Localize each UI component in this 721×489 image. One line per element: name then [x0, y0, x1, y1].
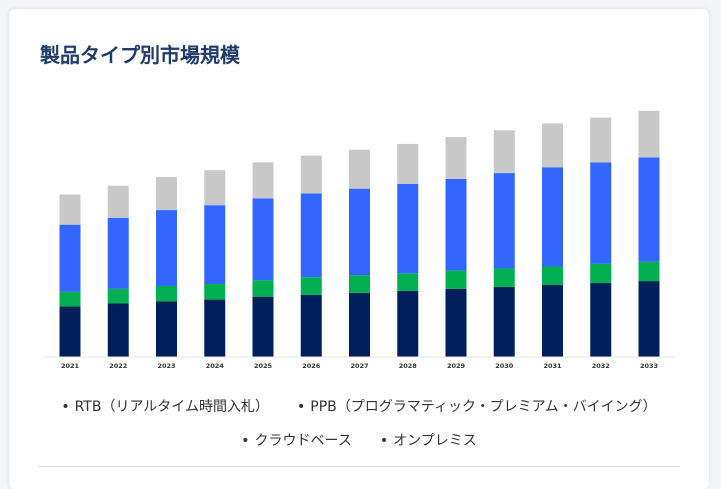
- bar-segment-cloud-2026: [300, 193, 322, 278]
- bar-segment-rtb-2033: [638, 281, 660, 357]
- legend-bullet: •: [61, 399, 70, 415]
- legend-label-cloud: クラウドベース: [254, 433, 352, 449]
- bar-segment-ppb-2024: [204, 284, 226, 300]
- bar-segment-ppb-2021: [59, 291, 81, 307]
- bar-segment-onpremise-2027: [349, 149, 370, 189]
- chart-legend: • RTB（リアルタイム時間入札） • PPB（プログラマティック・プレミアム・バイ…: [9, 389, 709, 457]
- legend-item-rtb: • RTB（リアルタイム時間入札）: [61, 396, 269, 416]
- bar-segment-ppb-2023: [156, 285, 177, 302]
- chart-title: 製品タイプ別市場規模: [40, 43, 240, 67]
- bar-segment-rtb-2022: [107, 303, 129, 357]
- legend-bullet: •: [241, 433, 250, 449]
- bar-segment-onpremise-2026: [300, 155, 322, 194]
- bar-segment-ppb-2026: [300, 277, 322, 295]
- bar-segment-onpremise-2028: [397, 143, 419, 184]
- bar-segment-rtb-2029: [445, 288, 467, 357]
- x-tick-label-2022: 2022: [109, 362, 127, 370]
- bar-segment-cloud-2021: [59, 224, 81, 292]
- x-tick-label-2026: 2026: [302, 362, 321, 370]
- divider: [38, 466, 680, 467]
- x-tick-label-2030: 2030: [495, 362, 514, 370]
- bar-segment-ppb-2031: [542, 266, 563, 285]
- bar-segment-rtb-2021: [59, 306, 81, 357]
- bar-segment-onpremise-2031: [542, 123, 563, 168]
- bar-segment-cloud-2030: [493, 173, 515, 269]
- legend-row-2: • クラウドベース • オンプレミス: [9, 423, 709, 457]
- bar-segment-cloud-2022: [107, 217, 129, 289]
- bar-segment-rtb-2025: [252, 296, 274, 357]
- bar-segment-cloud-2028: [397, 183, 419, 274]
- bar-segment-onpremise-2032: [590, 117, 612, 163]
- bar-segment-ppb-2033: [638, 261, 660, 282]
- bar-segment-ppb-2022: [107, 288, 129, 304]
- bar-segment-onpremise-2025: [252, 162, 274, 199]
- x-tick-label-2021: 2021: [61, 362, 80, 370]
- bar-segment-cloud-2031: [542, 167, 563, 267]
- bar-segment-onpremise-2030: [493, 130, 515, 174]
- bar-segment-rtb-2030: [493, 286, 515, 357]
- bar-segment-rtb-2024: [204, 299, 226, 357]
- bar-segment-cloud-2025: [252, 198, 274, 281]
- x-tick-label-2031: 2031: [543, 362, 562, 370]
- legend-item-cloud: • クラウドベース: [241, 430, 352, 450]
- bar-segment-cloud-2027: [349, 188, 370, 276]
- x-tick-label-2028: 2028: [399, 362, 418, 370]
- stacked-bar-chart: 2021 2022 2023 2024 2025 2026 2027 2028 2029 2030…: [43, 110, 675, 370]
- bar-segment-rtb-2023: [156, 301, 177, 357]
- bar-segment-onpremise-2029: [445, 137, 467, 179]
- bar-segment-onpremise-2023: [156, 176, 177, 211]
- bar-segment-rtb-2031: [542, 284, 563, 357]
- legend-bullet: •: [379, 433, 389, 449]
- bar-segment-rtb-2026: [300, 294, 322, 357]
- bar-segment-ppb-2028: [397, 273, 419, 291]
- bar-segment-ppb-2025: [252, 280, 274, 297]
- legend-label-onpremise: オンプレミス: [393, 433, 477, 449]
- x-tick-label-2024: 2024: [206, 362, 225, 370]
- bar-segment-rtb-2028: [397, 290, 419, 357]
- bar-segment-cloud-2033: [638, 157, 660, 262]
- bar-segment-cloud-2023: [156, 210, 177, 286]
- bar-segment-ppb-2030: [493, 268, 515, 287]
- bar-segment-rtb-2027: [349, 292, 370, 357]
- bar-segment-onpremise-2021: [59, 194, 81, 225]
- bar-segment-ppb-2032: [590, 263, 612, 284]
- x-tick-label-2025: 2025: [254, 362, 273, 370]
- legend-row-1: • RTB（リアルタイム時間入札） • PPB（プログラマティック・プレミアム・バイ…: [9, 389, 709, 423]
- bar-segment-cloud-2029: [445, 178, 467, 271]
- bar-segment-onpremise-2024: [204, 170, 226, 206]
- x-tick-label-2029: 2029: [447, 362, 466, 370]
- bar-segment-ppb-2029: [445, 270, 467, 289]
- x-tick-label-2027: 2027: [350, 362, 368, 370]
- bar-segment-cloud-2024: [204, 205, 226, 285]
- x-tick-label-2032: 2032: [592, 362, 610, 370]
- bar-segment-ppb-2027: [349, 275, 370, 293]
- chart-card: 製品タイプ別市場規模 2021 2022 2023 2024 2025 2026 2027 2…: [9, 9, 709, 489]
- bar-segment-rtb-2032: [590, 283, 612, 357]
- legend-label-ppb: PPB（プログラマティック・プレミアム・バイイング）: [310, 399, 657, 415]
- legend-item-ppb: • PPB（プログラマティック・プレミアム・バイイング）: [297, 396, 657, 416]
- legend-label-rtb: RTB（リアルタイム時間入札）: [74, 399, 270, 415]
- legend-item-onpremise: • オンプレミス: [380, 430, 477, 450]
- bar-segment-cloud-2032: [590, 162, 612, 264]
- legend-bullet: •: [297, 399, 306, 415]
- bar-segment-onpremise-2033: [638, 110, 660, 158]
- x-tick-label-2033: 2033: [640, 362, 658, 370]
- x-tick-label-2023: 2023: [157, 362, 175, 370]
- bar-segment-onpremise-2022: [107, 185, 129, 218]
